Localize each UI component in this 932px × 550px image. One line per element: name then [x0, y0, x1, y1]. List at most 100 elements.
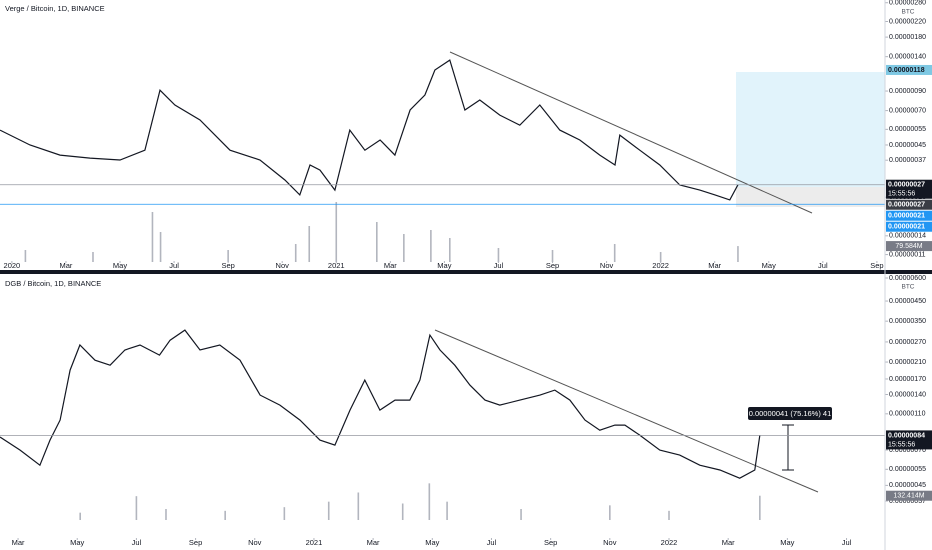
volume-bar	[448, 238, 451, 262]
x-tick-label: Mar	[12, 538, 25, 547]
pane: DGB / Bitcoin, 1D, BINANCE BTC 0.00000600 0…	[0, 275, 932, 547]
x-tick-label: Nov	[600, 261, 614, 270]
x-tick-label: May	[70, 538, 84, 547]
y-tick-label: 0.00000220	[889, 18, 926, 25]
y-tick-label: 0.00000055	[889, 126, 926, 133]
x-tick-label: Mar	[384, 261, 397, 270]
trend-line	[449, 51, 813, 214]
volume-bar	[308, 226, 311, 262]
x-tick-label: Mar	[59, 261, 72, 270]
x-tick-label: 2022	[661, 538, 678, 547]
volume-bar	[497, 248, 500, 262]
x-tick-label: 2020	[4, 261, 21, 270]
x-tick-label: Sep	[546, 261, 559, 270]
price-marker-label: 0.00000118	[888, 67, 925, 74]
volume-bar	[428, 483, 431, 520]
price-marker	[886, 430, 932, 450]
y-tick-label: 0.00000180	[889, 34, 926, 41]
pane-separator	[0, 270, 932, 274]
x-tick-label: Jul	[487, 538, 497, 547]
x-tick-label: Jul	[169, 261, 179, 270]
price-marker-label: 0.00000084	[888, 432, 925, 439]
x-tick-label: May	[437, 261, 451, 270]
price-marker	[886, 221, 932, 232]
volume-bar	[327, 501, 330, 520]
volume-bar	[737, 246, 739, 262]
y-tick-label: 0.00000450	[889, 298, 926, 305]
chart-title: Verge / Bitcoin, 1D, BINANCE	[5, 4, 105, 13]
x-tick-label: May	[113, 261, 127, 270]
volume-bar	[151, 212, 154, 262]
volume-bar	[668, 510, 670, 520]
volume-label-box	[886, 241, 932, 252]
measure-label: 0.00000041 (75.16%) 41	[749, 409, 832, 418]
x-tick-label: 2021	[306, 538, 323, 547]
x-tick-label: May	[762, 261, 776, 270]
x-tick-label: Jul	[818, 261, 828, 270]
y-tick-label: 0.00000170	[889, 376, 926, 383]
price-marker	[886, 210, 932, 221]
volume-bar	[357, 492, 360, 520]
price-marker	[886, 199, 932, 210]
x-tick-label: May	[425, 538, 439, 547]
price-line	[0, 59, 739, 201]
countdown: 15:55:56	[888, 441, 915, 448]
price-marker-label: 0.00000027	[888, 182, 925, 189]
pane: Verge / Bitcoin, 1D, BINANCE BTC 0.0000028…	[0, 0, 932, 270]
measure-box	[748, 407, 832, 420]
volume-label: 132.414M	[893, 493, 924, 500]
x-tick-label: Nov	[603, 538, 617, 547]
volume-bar	[551, 250, 554, 262]
volume-bar	[659, 252, 662, 262]
volume-bar	[227, 250, 229, 262]
price-marker-label: 0.00000021	[888, 213, 925, 220]
volume-bar	[446, 501, 448, 520]
volume-bar	[401, 503, 404, 520]
x-tick-label: 2021	[328, 261, 345, 270]
volume-bar	[283, 507, 286, 520]
x-tick-label: Jul	[132, 538, 142, 547]
volume-label: 79.584M	[895, 243, 922, 250]
volume-bar	[613, 244, 616, 262]
volume-bar	[520, 509, 522, 520]
volume-bar	[759, 495, 761, 520]
volume-bar	[79, 512, 81, 520]
y-tick-label: 0.00000070	[889, 107, 926, 114]
y-tick-label: 0.00000070	[889, 447, 926, 454]
axis-unit: BTC	[902, 9, 915, 16]
countdown: 15:55:56	[888, 191, 915, 198]
axis-unit: BTC	[902, 284, 915, 291]
price-marker	[886, 179, 932, 199]
y-tick-label: 0.00000055	[889, 466, 926, 473]
y-tick-label: 0.00000045	[889, 482, 926, 489]
chart-title: DGB / Bitcoin, 1D, BINANCE	[5, 279, 101, 288]
x-tick-label: Jul	[494, 261, 504, 270]
y-tick-label: 0.00000110	[889, 411, 926, 418]
stop-zone	[736, 187, 885, 207]
volume-bar	[92, 252, 94, 262]
x-tick-label: 2022	[652, 261, 669, 270]
price-marker	[886, 64, 932, 75]
x-tick-label: Jul	[842, 538, 852, 547]
y-tick-label: 0.00000280	[889, 0, 926, 7]
y-tick-label: 0.00000037	[889, 157, 926, 164]
volume-bar	[430, 230, 432, 262]
x-tick-label: Nov	[276, 261, 290, 270]
x-tick-label: Sep	[870, 261, 883, 270]
x-tick-label: Sep	[544, 538, 557, 547]
y-tick-label: 0.00000037	[889, 498, 926, 505]
volume-bar	[24, 250, 27, 262]
x-tick-label: Sep	[189, 538, 202, 547]
volume-bar	[224, 510, 226, 520]
y-tick-label: 0.00000090	[889, 88, 926, 95]
volume-bar	[609, 505, 611, 520]
x-tick-label: Mar	[367, 538, 380, 547]
y-tick-label: 0.00000600	[889, 275, 926, 282]
volume-bar	[159, 232, 162, 262]
target-zone	[736, 72, 885, 187]
volume-bar	[403, 234, 405, 262]
y-tick-label: 0.00000014	[889, 233, 926, 240]
y-tick-label: 0.00000210	[889, 359, 926, 366]
y-tick-label: 0.00000270	[889, 339, 926, 346]
